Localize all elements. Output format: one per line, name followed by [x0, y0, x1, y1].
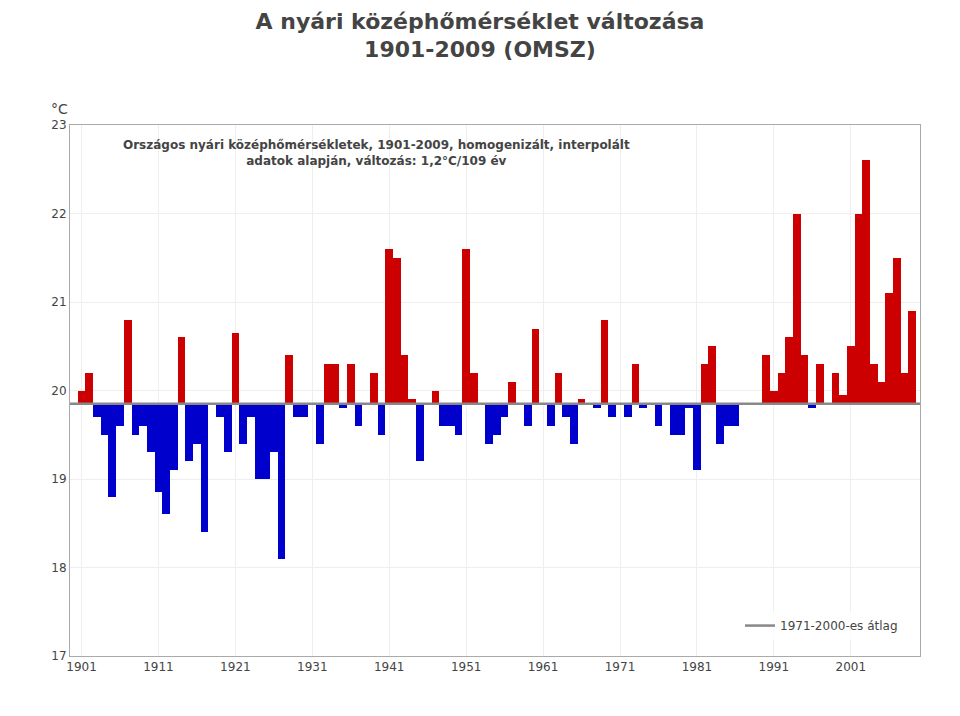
svg-text:1971-2000-es átlag: 1971-2000-es átlag: [780, 619, 898, 633]
svg-text:°C: °C: [51, 101, 68, 117]
svg-text:1981: 1981: [682, 660, 713, 674]
svg-text:19: 19: [51, 472, 66, 486]
svg-text:1921: 1921: [220, 660, 251, 674]
svg-text:18: 18: [51, 561, 66, 575]
svg-text:A nyári középhőmérséklet válto: A nyári középhőmérséklet változása1901-2…: [256, 9, 705, 63]
svg-text:1951: 1951: [451, 660, 482, 674]
svg-text:1991: 1991: [759, 660, 790, 674]
svg-text:22: 22: [51, 207, 66, 221]
svg-text:1931: 1931: [297, 660, 328, 674]
svg-text:Országos nyári középhőmérsékle: Országos nyári középhőmérsékletek, 1901-…: [123, 138, 630, 168]
svg-text:1941: 1941: [374, 660, 405, 674]
svg-text:2001: 2001: [835, 660, 866, 674]
svg-text:21: 21: [51, 295, 66, 309]
svg-text:20: 20: [51, 384, 66, 398]
svg-text:23: 23: [51, 118, 66, 132]
svg-text:17: 17: [51, 649, 66, 663]
svg-text:1911: 1911: [143, 660, 174, 674]
svg-text:1901: 1901: [66, 660, 97, 674]
svg-text:1961: 1961: [528, 660, 559, 674]
svg-text:1971: 1971: [605, 660, 636, 674]
